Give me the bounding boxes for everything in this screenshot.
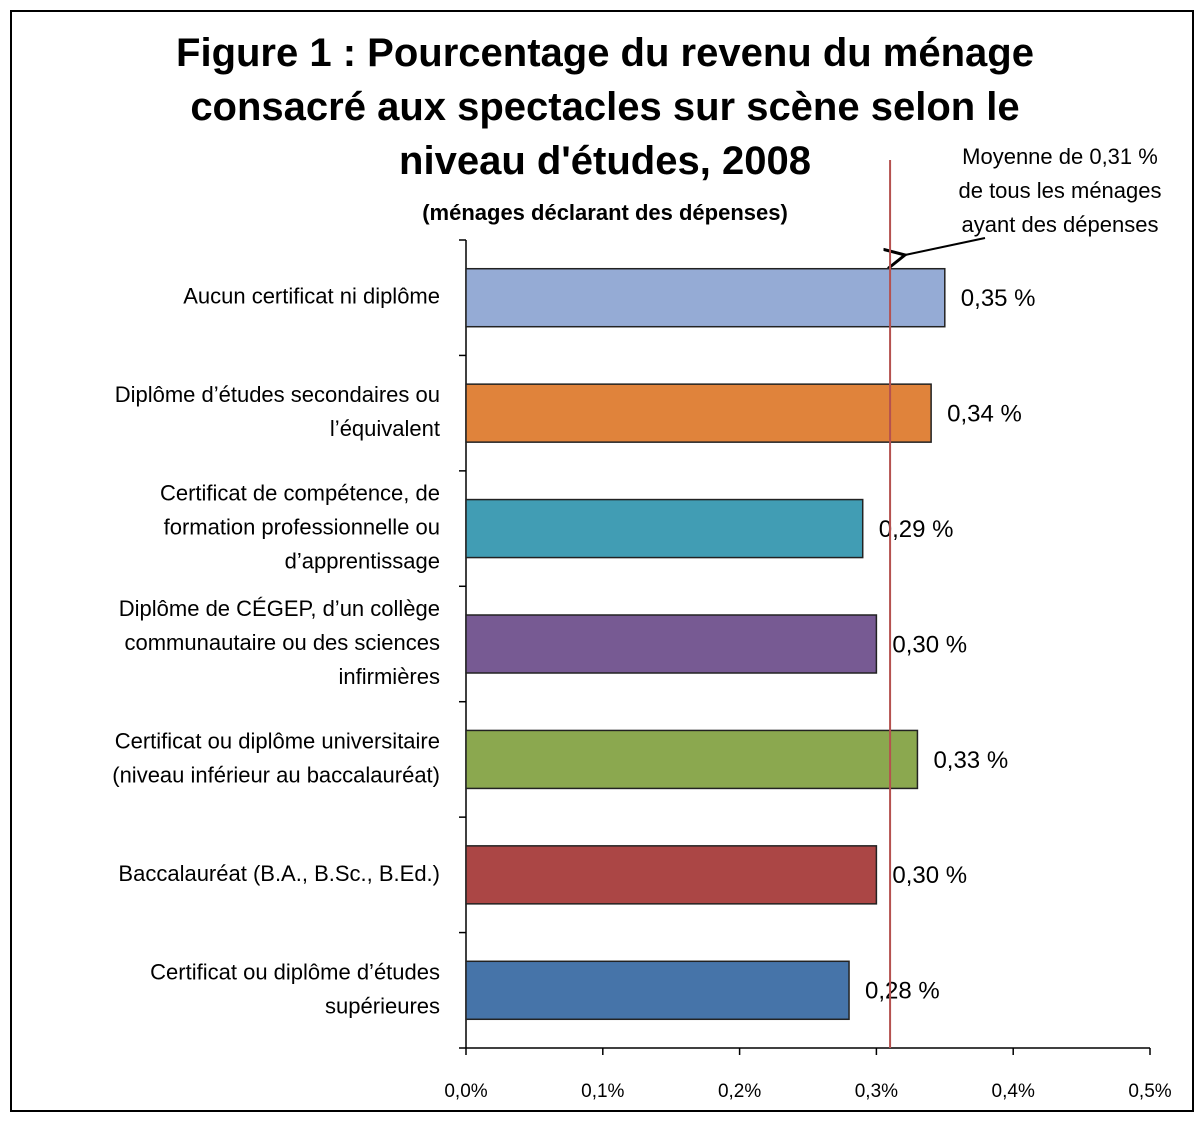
x-tick-label: 0,4% <box>992 1081 1035 1102</box>
annotation: Moyenne de 0,31 % de tous les ménages ayan… <box>958 144 1161 237</box>
x-tick-label: 0,3% <box>855 1081 898 1102</box>
y-tick-label: Certificat ou diplôme universitaire (nive… <box>112 728 440 787</box>
chart-frame <box>10 10 1194 1112</box>
chart-subtitle: (ménages déclarant des dépenses) <box>422 200 788 225</box>
chart-title: Figure 1 : Pourcentage du revenu du ména… <box>176 31 1034 183</box>
data-label: 0,34 % <box>947 400 1022 427</box>
bar <box>465 960 850 1021</box>
bar <box>465 845 878 905</box>
y-tick-label: Baccalauréat (B.A., B.Sc., B.Ed.) <box>118 861 440 886</box>
bar <box>465 498 864 559</box>
x-tick-label: 0,0% <box>444 1081 487 1102</box>
data-label: 0,35 % <box>961 285 1036 312</box>
x-tick-label: 0,5% <box>1128 1081 1171 1102</box>
y-tick-label: Aucun certificat ni diplôme <box>183 284 440 309</box>
y-tick-label: Certificat ou diplôme d’études supérieure… <box>150 959 440 1018</box>
x-tick-label: 0,2% <box>718 1081 761 1102</box>
bar <box>465 383 932 443</box>
data-label: 0,33 % <box>933 747 1008 774</box>
x-tick-label: 0,1% <box>581 1081 624 1102</box>
bar <box>465 729 919 790</box>
data-label: 0,30 % <box>892 862 967 889</box>
annotation-arrow <box>905 237 986 255</box>
data-label: 0,29 % <box>879 516 954 543</box>
data-label: 0,28 % <box>865 978 940 1005</box>
y-tick-label: Diplôme de CÉGEP, d’un collège communauta… <box>119 596 440 689</box>
y-tick-label: Certificat de compétence, de formation pr… <box>160 480 440 573</box>
y-tick-label: Diplôme d’études secondaires ou l’équival… <box>115 382 440 441</box>
bar <box>465 614 878 674</box>
bar <box>465 267 946 328</box>
data-label: 0,30 % <box>892 631 967 658</box>
